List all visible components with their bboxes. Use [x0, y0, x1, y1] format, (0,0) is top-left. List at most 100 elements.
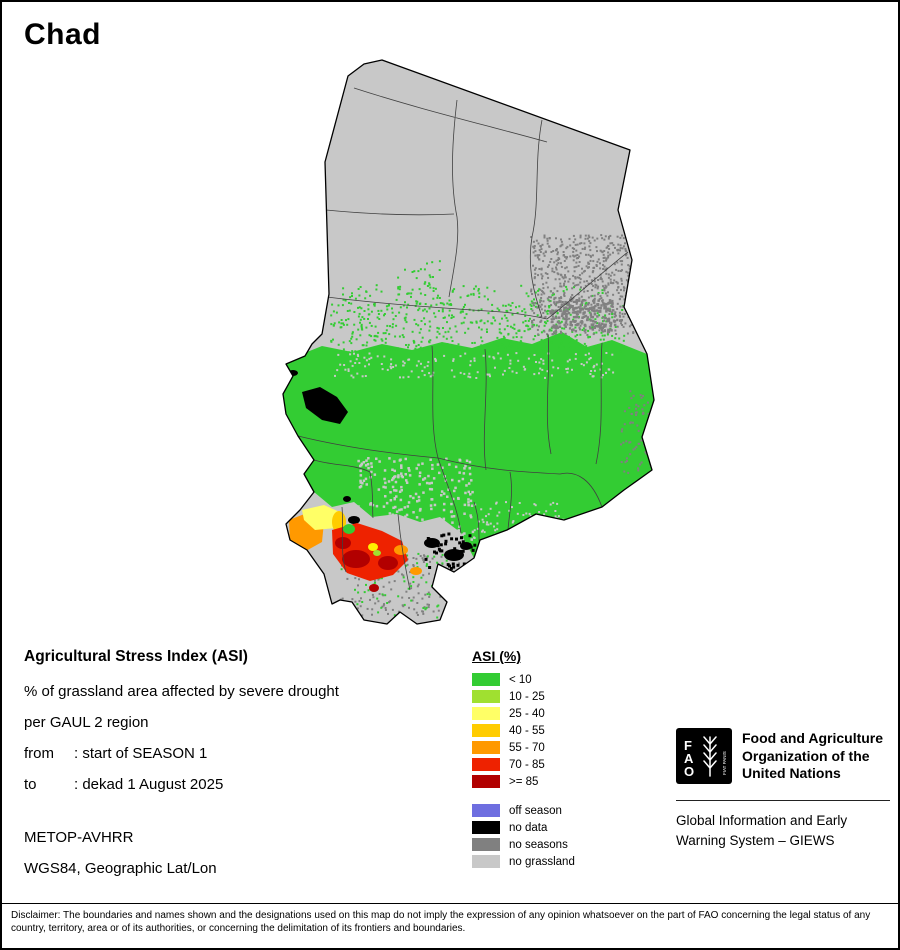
to-value: : dekad 1 August 2025 — [74, 776, 224, 793]
speckle-dark-east-border — [620, 390, 654, 474]
map-info-block: Agricultural Stress Index (ASI) % of gra… — [24, 648, 339, 891]
map-stress-dark-red — [342, 550, 370, 568]
legend-label-55-70: 55 - 70 — [509, 741, 545, 754]
fao-name: Food and Agriculture Organization of the… — [742, 728, 883, 784]
map-stress-bright-yellow-spot — [368, 543, 378, 551]
map-no-data-spot — [348, 516, 360, 524]
legend-label-no-data: no data — [509, 821, 548, 834]
disclaimer-text: Disclaimer: The boundaries and names sho… — [2, 903, 898, 935]
legend-swatch-no-seasons — [472, 838, 500, 851]
legend-item-25-40: 25 - 40 — [472, 707, 575, 720]
from-label: from — [24, 745, 54, 762]
legend: ASI (%) < 10 10 - 25 25 - 40 40 - 55 55 … — [472, 648, 575, 872]
giews-caption: Global Information and Early Warning Sys… — [676, 811, 890, 851]
legend-swatch-25-40 — [472, 707, 500, 720]
legend-label-70-85: 70 - 85 — [509, 758, 545, 771]
legend-swatch-ge85 — [472, 775, 500, 788]
fao-logo-icon: F A O FIAT PANIS — [676, 728, 732, 784]
map-no-data-spot — [460, 542, 472, 550]
map-stress-red — [332, 523, 408, 581]
info-description: % of grassland area affected by severe d… — [24, 683, 339, 700]
speckle-green-transition — [330, 302, 626, 354]
speckle-gray-central — [355, 457, 475, 549]
legend-label-off-season: off season — [509, 804, 562, 817]
fao-block: F A O FIAT PANIS Food and Agriculture Or… — [676, 728, 890, 851]
legend-item-70-85: 70 - 85 — [472, 758, 575, 771]
map-stress-dark-red — [369, 584, 379, 592]
fao-divider — [676, 800, 890, 801]
fao-logo-letter-a: A — [684, 751, 694, 766]
legend-swatch-lt10 — [472, 673, 500, 686]
page-title: Chad — [24, 18, 101, 51]
map-stress-yellow — [302, 505, 342, 530]
legend-swatch-off-season — [472, 804, 500, 817]
legend-item-ge85: >= 85 — [472, 775, 575, 788]
to-label: to — [24, 776, 37, 793]
legend-swatch-70-85 — [472, 758, 500, 771]
map-stress-dark-red — [335, 537, 351, 549]
speckle-gray-in-green — [334, 352, 615, 379]
map-region-asi-low — [283, 332, 654, 558]
legend-item-55-70: 55 - 70 — [472, 741, 575, 754]
map-stress-orange-spot — [410, 567, 422, 575]
legend-label-lt10: < 10 — [509, 673, 532, 686]
giews-line1: Global Information and Early — [676, 813, 848, 828]
asi-heading: Agricultural Stress Index (ASI) — [24, 648, 248, 665]
info-to-row: to : dekad 1 August 2025 — [24, 776, 339, 793]
legend-title: ASI (%) — [472, 648, 521, 664]
map-no-data-spot — [288, 370, 298, 376]
legend-item-no-data: no data — [472, 821, 575, 834]
legend-label-ge85: >= 85 — [509, 775, 539, 788]
speckle-green-upper — [342, 284, 604, 306]
legend-swatch-no-grassland — [472, 855, 500, 868]
legend-label-40-55: 40 - 55 — [509, 724, 545, 737]
map-stress-dark-red — [378, 556, 398, 570]
fao-logo-letter-o: O — [684, 764, 694, 779]
map-no-data-lake — [302, 387, 348, 424]
legend-gap — [472, 792, 575, 804]
fao-logo-letter-f: F — [684, 738, 692, 753]
legend-item-lt10: < 10 — [472, 673, 575, 686]
info-from-row: from : start of SEASON 1 — [24, 745, 339, 762]
legend-label-10-25: 10 - 25 — [509, 690, 545, 703]
map-stress-green-spot — [343, 524, 355, 534]
legend-swatch-40-55 — [472, 724, 500, 737]
from-value: : start of SEASON 1 — [74, 745, 208, 762]
legend-label-no-seasons: no seasons — [509, 838, 568, 851]
sensor-name: METOP-AVHRR — [24, 829, 134, 846]
map-stress-yellow-strip — [332, 511, 346, 533]
speckle-green-south — [340, 552, 462, 619]
map-admin-boundaries — [297, 87, 629, 591]
legend-swatch-55-70 — [472, 741, 500, 754]
map-no-data-spot — [424, 538, 440, 548]
fao-name-line1: Food and Agriculture — [742, 730, 884, 746]
fao-motto: FIAT PANIS — [722, 751, 727, 775]
map-stress-orange — [289, 513, 324, 552]
legend-item-no-seasons: no seasons — [472, 838, 575, 851]
giews-line2: Warning System – GIEWS — [676, 833, 835, 848]
map-no-data-spot — [343, 496, 351, 502]
speckle-dark-south — [340, 554, 462, 619]
speckle-no-seasons-ne-dense — [551, 298, 617, 333]
projection-name: WGS84, Geographic Lat/Lon — [24, 860, 217, 877]
legend-label-no-grassland: no grassland — [509, 855, 575, 868]
legend-swatch-10-25 — [472, 690, 500, 703]
legend-item-40-55: 40 - 55 — [472, 724, 575, 737]
speckle-gray-central-east — [473, 501, 569, 544]
legend-item-off-season: off season — [472, 804, 575, 817]
map-no-data-spot — [444, 549, 464, 561]
wheat-ear-icon — [703, 736, 717, 777]
fao-name-line2: Organization of the — [742, 747, 870, 764]
speckle-green-north-patch — [397, 260, 441, 299]
map-stress-light-green-spot — [373, 550, 381, 556]
map-stress-orange-spot — [394, 545, 408, 555]
map-region-no-grassland — [283, 60, 654, 624]
speckle-black-south — [424, 532, 477, 571]
fao-name-line3: United Nations — [742, 765, 841, 781]
legend-swatch-no-data — [472, 821, 500, 834]
fao-logo-row: F A O FIAT PANIS Food and Agriculture Or… — [676, 728, 890, 784]
legend-item-no-grassland: no grassland — [472, 855, 575, 868]
info-region-level: per GAUL 2 region — [24, 714, 149, 731]
speckle-no-seasons-ne — [530, 234, 638, 336]
